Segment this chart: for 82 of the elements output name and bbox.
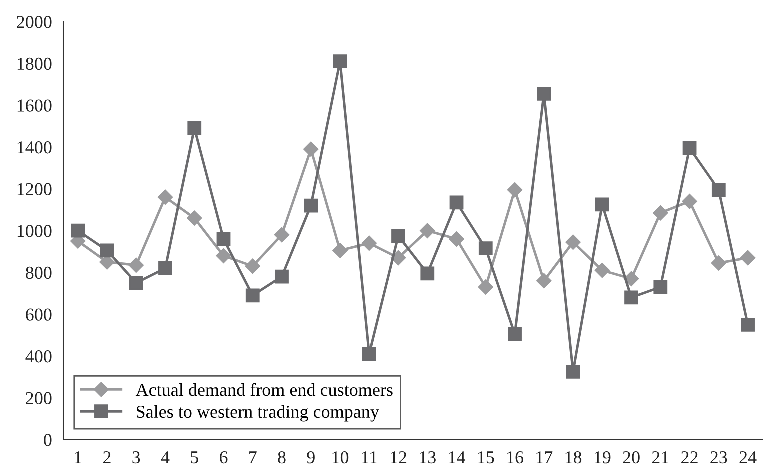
point (508, 327, 522, 342)
point (450, 196, 464, 210)
point (741, 318, 755, 332)
point (594, 262, 610, 278)
x-tick-label: 18 (566, 451, 582, 464)
point (129, 276, 144, 290)
point (712, 183, 726, 198)
y-tick-label: 600 (26, 308, 52, 321)
point (245, 258, 260, 274)
x-tick-label: 7 (250, 452, 257, 464)
point (682, 194, 698, 210)
x-tick-label: 22 (682, 452, 698, 464)
point (71, 224, 86, 238)
x-tick-label: 21 (652, 452, 669, 464)
point (478, 242, 493, 256)
y-tick-label: 1200 (18, 183, 52, 196)
point (158, 190, 174, 205)
y-tick-label: 1400 (18, 142, 52, 154)
point (246, 288, 260, 303)
y-tick-label: 800 (26, 266, 52, 280)
x-tick-label: 4 (161, 452, 170, 464)
point (682, 141, 697, 156)
x-tick-label: 5 (191, 452, 198, 464)
point (566, 234, 581, 250)
x-tick-label: 16 (508, 452, 524, 464)
point (128, 258, 144, 273)
point (216, 248, 232, 264)
x-tick-label: 14 (449, 452, 466, 464)
point (740, 250, 756, 266)
point (711, 256, 726, 271)
point (158, 262, 172, 276)
point (536, 273, 552, 289)
point (332, 243, 348, 258)
point (216, 232, 231, 246)
x-tick-label: 2 (104, 452, 111, 464)
x-tick-label: 15 (478, 452, 494, 464)
x-tick-label: 8 (278, 451, 286, 464)
point (304, 198, 318, 213)
point (624, 290, 638, 305)
x-tick-label: 6 (220, 452, 228, 464)
legend-label: Sales to western trading company (136, 405, 380, 422)
point (420, 223, 436, 238)
point (304, 142, 319, 157)
x-tick-label: 1 (75, 452, 82, 464)
point (566, 364, 580, 379)
point (187, 210, 202, 226)
y-tick-label: 2000 (17, 16, 52, 28)
point (392, 229, 406, 244)
point (595, 198, 610, 212)
point (654, 280, 668, 294)
point (275, 270, 289, 284)
point (653, 206, 668, 221)
y-tick-label: 1000 (18, 225, 52, 238)
x-tick-label: 3 (132, 452, 140, 464)
y-tick-label: 1600 (18, 100, 52, 112)
point (100, 244, 114, 258)
x-tick-label: 11 (362, 452, 377, 464)
x-tick-label: 19 (594, 452, 611, 464)
x-tick-label: 20 (623, 451, 640, 464)
x-tick-label: 24 (740, 452, 757, 464)
point (624, 271, 640, 286)
point (420, 266, 435, 281)
x-tick-label: 17 (536, 452, 553, 464)
y-tick-label: 400 (26, 350, 52, 363)
x-tick-label: 9 (307, 452, 315, 464)
point (188, 121, 202, 136)
point (362, 347, 376, 362)
point (333, 54, 348, 69)
point (478, 280, 494, 295)
y-tick-label: 200 (26, 392, 52, 404)
point (274, 227, 290, 243)
point (362, 236, 377, 251)
x-tick-label: 23 (710, 452, 728, 464)
legend-label: Actual demand from end customers (136, 383, 393, 396)
y-tick-label: 0 (44, 434, 52, 446)
x-tick-label: 10 (332, 451, 349, 464)
point (449, 232, 464, 247)
point (507, 182, 523, 198)
y-tick-label: 1800 (18, 58, 52, 70)
point (537, 87, 552, 101)
x-tick-label: 12 (391, 452, 407, 464)
x-tick-label: 13 (420, 452, 436, 464)
